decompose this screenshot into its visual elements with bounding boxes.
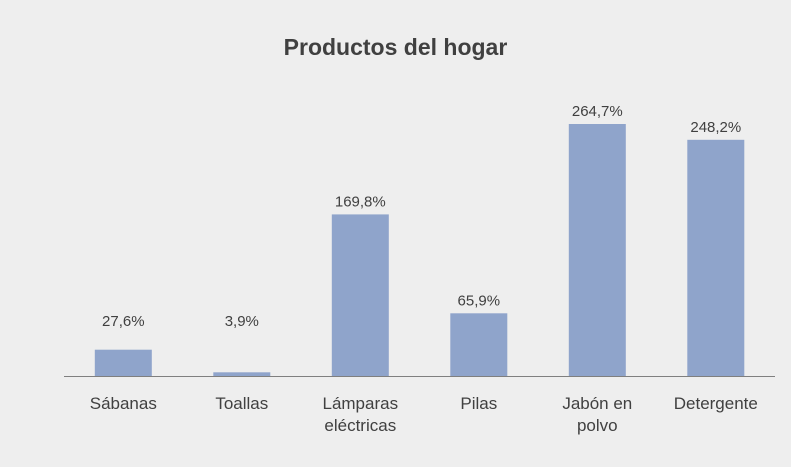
category-label-4: Jabón en polvo <box>562 394 632 435</box>
bar-3 <box>450 313 508 376</box>
bar-0 <box>94 349 152 376</box>
category-label-1: Toallas <box>215 394 268 413</box>
value-labels-layer: 27,6% 3,9% 169,8% 65,9% 264,7% 248,2% <box>102 103 741 330</box>
category-labels-layer: Sábanas Toallas Lámparas eléctricas Pilas Jab… <box>90 394 758 435</box>
category-label-2: Lámparas eléctricas <box>322 394 398 435</box>
bar-5 <box>687 139 745 376</box>
category-label-line: Detergente <box>674 394 758 413</box>
bar-2 <box>331 214 389 376</box>
category-label-line: Jabón en <box>562 394 632 413</box>
value-label-3: 65,9% <box>458 292 501 309</box>
bar-1 <box>213 372 271 376</box>
bars-layer <box>94 124 745 376</box>
category-label-5: Detergente <box>674 394 758 413</box>
category-label-line: Sábanas <box>90 394 157 413</box>
value-label-2: 169,8% <box>335 193 386 210</box>
category-label-line: eléctricas <box>324 416 396 435</box>
chart-title: Productos del hogar <box>283 34 508 60</box>
value-label-5: 248,2% <box>690 119 741 136</box>
value-label-0: 27,6% <box>102 313 145 330</box>
category-label-line: Toallas <box>215 394 268 413</box>
value-label-1: 3,9% <box>225 313 259 330</box>
category-label-0: Sábanas <box>90 394 157 413</box>
category-label-line: Pilas <box>460 394 497 413</box>
category-label-line: polvo <box>577 416 618 435</box>
value-label-4: 264,7% <box>572 103 623 120</box>
category-label-3: Pilas <box>460 394 497 413</box>
bar-4 <box>568 124 626 376</box>
category-label-line: Lámparas <box>322 394 398 413</box>
